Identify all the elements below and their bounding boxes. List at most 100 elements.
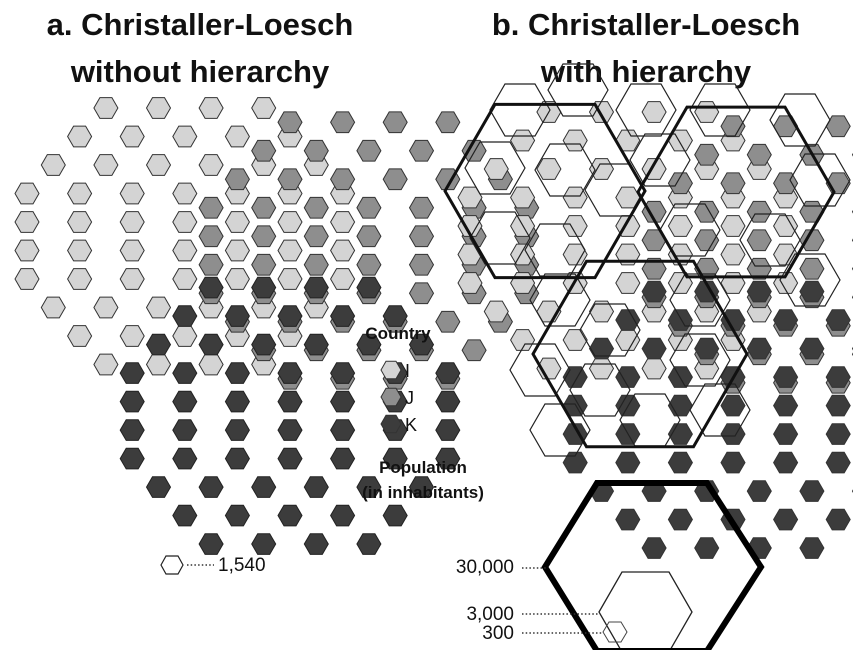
settlement-K [277,305,303,327]
settlement-K [435,390,461,413]
settlement-K [119,390,145,413]
population-legend-title-line2: (in inhabitants) [362,483,484,502]
settlement-J [408,225,435,248]
settlement-K [224,362,250,384]
settlement [457,215,483,237]
settlement [615,508,641,531]
settlement [694,143,720,166]
medium-market-area [569,363,631,417]
panel-b-settlement-lattice [443,63,853,559]
large-market-area [636,105,836,279]
settlement [825,366,851,388]
country-K-label: K [405,415,417,435]
settlement [588,357,615,380]
settlement-J [382,168,408,191]
country-I-label: I [405,361,410,381]
settlement-I [145,97,172,119]
settlement-I [40,154,66,176]
settlement-K [172,362,198,384]
settlement [773,366,799,388]
settlement-I [224,239,250,262]
medium-market-area [529,273,591,327]
settlement-J [408,196,435,219]
settlement [588,300,615,323]
medium-market-area [529,403,591,457]
settlement-I [330,211,356,233]
settlement [746,143,772,166]
settlement-K [198,276,224,299]
settlement-J [303,139,329,162]
settlement-I [119,325,145,347]
settlement [615,243,641,266]
settlement [667,215,693,237]
settlement-I [67,125,93,148]
settlement-K [382,447,408,470]
settlement [457,272,483,294]
settlement-I [277,268,303,290]
panel-b-large-market-areas [443,102,836,449]
medium-market-area [489,83,551,137]
settlement-J [251,253,277,276]
settlement-K [251,533,277,555]
settlement-K [145,333,172,356]
settlement-I [224,211,250,233]
settlement [799,480,825,502]
settlement-I [198,353,224,376]
medium-market-area [464,141,526,195]
settlement-J [330,168,356,191]
settlement [799,280,825,303]
settlement [510,129,536,152]
settlement-I [119,268,145,290]
settlement [720,243,746,266]
settlement-K [356,533,382,555]
settlement [720,451,746,474]
settlement [825,451,851,474]
settlement [667,243,693,266]
settlement-K [330,362,356,384]
settlement [825,309,851,331]
settlement-K [330,390,356,413]
settlement-K [303,276,329,299]
unit-population-label: 1,540 [218,555,266,576]
settlement-J [277,168,303,191]
settlement-K [435,447,461,470]
medium-market-area [629,133,691,187]
settlement-K [119,419,145,441]
settlement-I [93,296,119,319]
medium-market-area [547,63,609,117]
medium-market-area [524,223,586,277]
settlement [746,280,772,303]
country-J-label: J [405,388,414,408]
settlement [694,101,720,123]
settlement-K [119,362,145,384]
settlement-J [356,253,382,276]
settlement-K [277,504,303,527]
settlement-K [356,276,382,299]
settlement [510,186,536,209]
settlement-K [172,447,198,470]
settlement [615,329,641,351]
settlement [773,423,799,445]
settlement [562,329,588,351]
settlement [588,337,615,360]
settlement-I [67,182,93,205]
settlement-I [67,268,93,290]
settlement [773,394,799,417]
settlement [562,129,588,152]
settlement-J [356,196,382,219]
medium-market-area [739,213,801,267]
settlement-K [251,276,277,299]
settlement-I [14,268,40,290]
panel-b-title-line2: with hierarchy [540,54,752,89]
settlement [562,215,588,237]
settlement [536,158,562,180]
settlement-K [435,362,461,384]
settlement-J [408,253,435,276]
settlement-K [172,504,198,527]
settlement [641,337,667,360]
settlement-J [277,111,303,134]
settlement-J [356,225,382,248]
settlement-J [408,282,435,305]
settlement [799,257,825,280]
